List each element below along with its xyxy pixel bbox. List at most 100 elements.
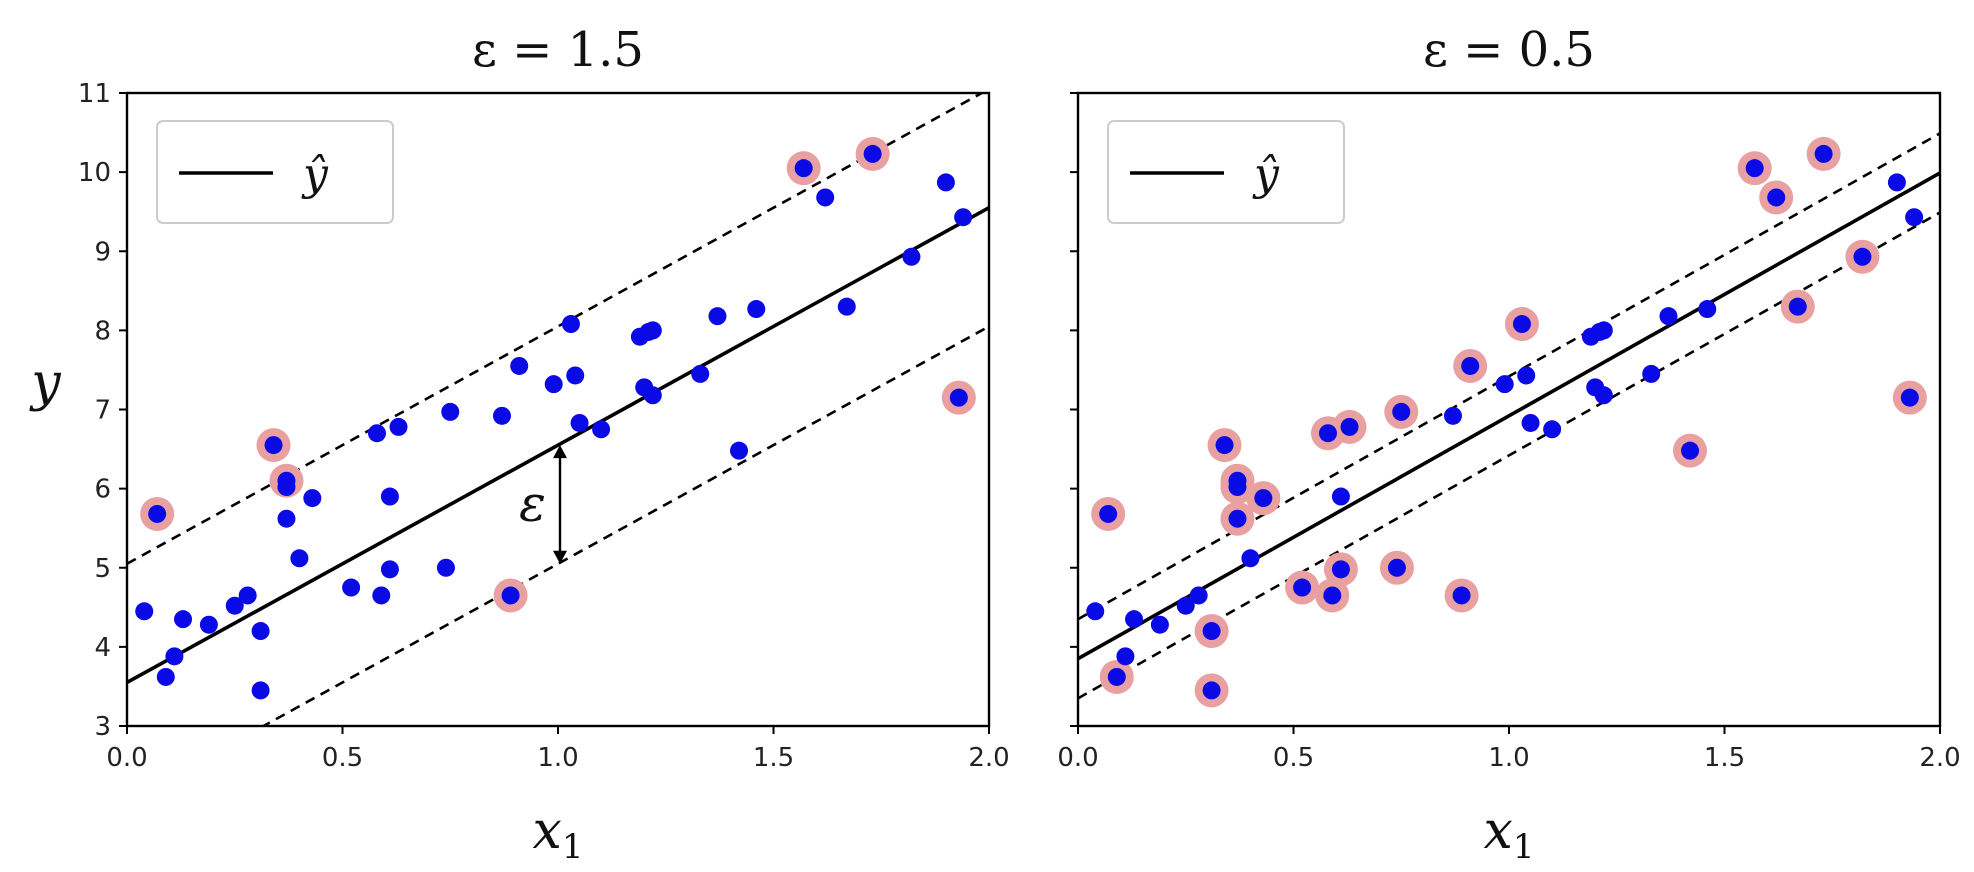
data-point [561,315,580,334]
legend: ŷ [1107,120,1345,224]
epsilon-label: ε [519,474,546,532]
data-point [1745,159,1764,178]
x-tick-label: 0.5 [1273,743,1314,773]
data-point [238,586,257,605]
data-point [1788,297,1807,316]
data-point [1228,478,1247,497]
data-point [1150,615,1169,634]
data-point [566,366,585,385]
data-point [1517,366,1536,385]
data-point [290,549,309,568]
data-point [1099,504,1118,523]
y-tick-label: 6 [94,475,111,505]
data-point [1318,424,1337,443]
data-point [1331,487,1350,506]
data-point [592,420,611,439]
data-point [1900,388,1919,407]
chart-title: ε = 0.5 [1423,22,1595,78]
data-point [1543,420,1562,439]
data-point [708,307,727,326]
panel-epsilon-1-5: ε = 1.5 0.0 0.5 1.0 1.5 2.0 3 4 5 6 7 8 9 10 11 x1 y ε ŷ [29,22,1009,867]
upper-margin-line [1078,132,1940,621]
x-tick-label: 0.0 [106,743,147,773]
y-tick-label: 3 [94,712,111,742]
data-point [135,602,154,621]
data-point [954,208,973,227]
data-point [1521,413,1540,432]
y-tick-label: 9 [94,237,111,267]
y-tick-label: 5 [94,554,111,584]
data-point [174,610,193,629]
plot-area [127,93,989,726]
upper-margin-line [127,93,985,565]
data-point [165,647,184,666]
legend-label: ŷ [1252,149,1280,200]
data-point [380,487,399,506]
data-point [1086,602,1105,621]
data-point [441,402,460,421]
data-point [1905,208,1924,227]
data-point [936,173,955,192]
data-point [199,615,218,634]
data-point [367,424,386,443]
data-point [303,489,322,508]
data-point [1323,586,1342,605]
legend-box [156,120,394,224]
data-point [380,560,399,579]
data-point [1594,321,1613,340]
data-point [277,478,296,497]
data-point [1443,406,1462,425]
data-point [436,558,455,577]
legend-box [1107,120,1345,224]
data-point [156,667,175,686]
data-point [1293,578,1312,597]
data-point [1512,315,1531,334]
data-point [501,586,520,605]
axes-frame [1076,91,1942,728]
x-tick-label: 1.0 [537,743,578,773]
data-point [372,586,391,605]
data-point [1215,436,1234,455]
data-point [1495,375,1514,394]
data-point [492,406,511,425]
x-tick-label: 2.0 [968,743,1009,773]
data-point [1642,364,1661,383]
panel-epsilon-0-5: ε = 0.5 0.0 0.5 1.0 1.5 2.0 x1 ŷ [1057,22,1960,867]
y-axis-label: y [29,353,61,413]
data-point [643,321,662,340]
data-point [510,356,529,375]
data-point [544,375,563,394]
x-tick-label: 1.5 [1704,743,1745,773]
y-tick-label: 8 [94,316,111,346]
data-point [389,417,408,436]
data-point [1189,586,1208,605]
data-point [730,441,749,460]
data-point [1107,667,1126,686]
data-point [1202,681,1221,700]
data-point [1659,307,1678,326]
y-tick-label: 10 [78,158,111,188]
x-tick-label: 0.0 [1057,743,1098,773]
data-point [1116,647,1135,666]
x-axis-label: x1 [1484,801,1535,867]
chart-title: ε = 1.5 [472,22,644,78]
data-point [570,413,589,432]
y-tick-label: 7 [94,396,111,426]
data-point [1887,173,1906,192]
data-point [1767,188,1786,207]
data-point [837,297,856,316]
data-point [251,681,270,700]
data-point [1241,549,1260,568]
data-point [949,388,968,407]
data-point [1228,509,1247,528]
data-point [747,300,766,319]
data-point [1254,489,1273,508]
data-point [148,504,167,523]
data-point [1698,300,1717,319]
data-point [1331,560,1350,579]
data-point [342,578,361,597]
x-tick-label: 1.5 [753,743,794,773]
epsilon-arrow-head-top [553,445,567,459]
data-point [863,144,882,163]
x-axis-label: x1 [533,801,584,867]
